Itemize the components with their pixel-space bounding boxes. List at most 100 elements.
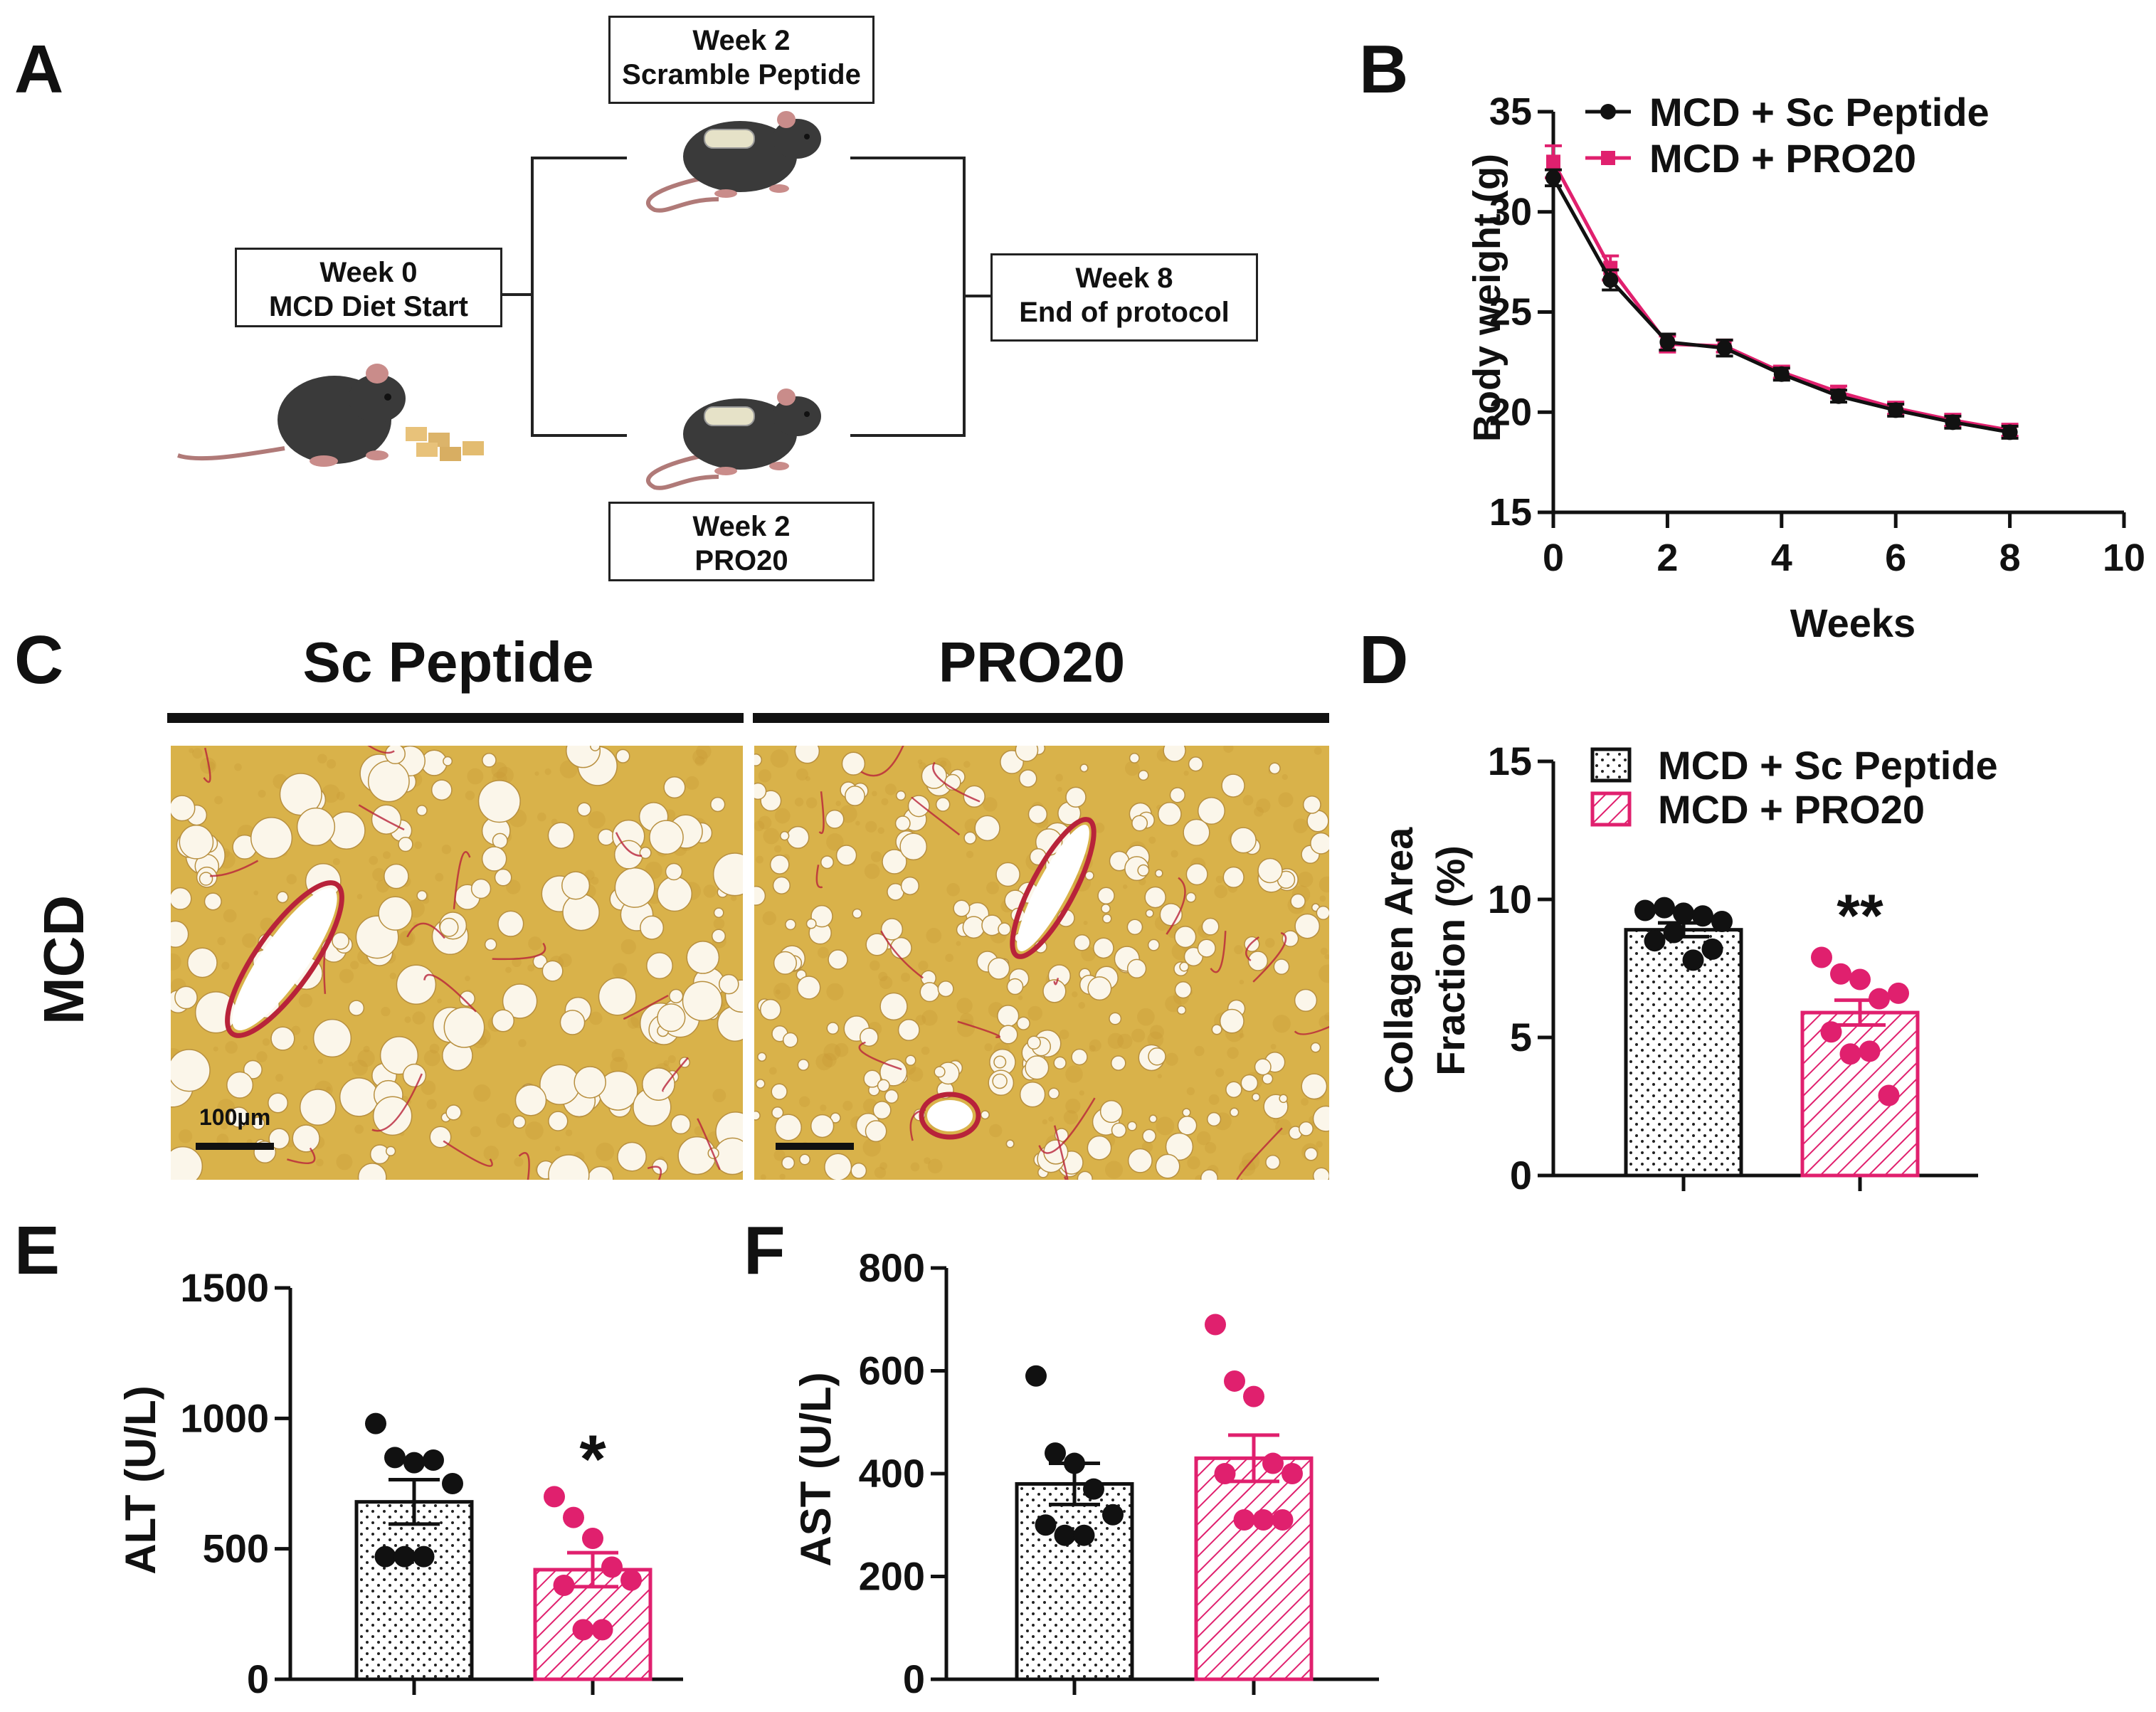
lipid-droplet xyxy=(826,1022,840,1035)
tissue-texture xyxy=(326,1087,331,1092)
lipid-droplet xyxy=(613,840,644,870)
lipid-droplet xyxy=(312,1018,352,1058)
tissue-texture xyxy=(685,776,699,791)
tissue-texture xyxy=(663,1060,670,1067)
tissue-texture xyxy=(1079,1090,1084,1096)
y-tick-label: 5 xyxy=(1510,1015,1532,1060)
lipid-droplet xyxy=(398,836,413,852)
lipid-droplet xyxy=(754,782,767,800)
mouse-pro20-icon xyxy=(646,389,821,490)
tissue-texture xyxy=(884,783,897,796)
tissue-texture xyxy=(339,968,354,983)
lipid-droplet xyxy=(1126,919,1143,936)
data-point xyxy=(1673,902,1694,924)
tissue-texture xyxy=(917,759,923,764)
connector-right-top xyxy=(850,157,966,159)
tissue-texture xyxy=(805,797,818,808)
y-tick-label: 30 xyxy=(1489,191,1532,233)
lipid-droplet xyxy=(251,1116,265,1130)
data-point xyxy=(1045,1442,1066,1464)
lipid-droplet xyxy=(1053,1056,1067,1070)
lipid-droplet xyxy=(879,992,908,1021)
tissue-texture xyxy=(1137,1008,1155,1026)
tissue-texture xyxy=(317,754,327,764)
tissue-texture xyxy=(217,936,226,946)
panel-label-b: B xyxy=(1359,31,1409,107)
tissue-texture xyxy=(1319,964,1329,983)
lipid-droplet xyxy=(884,1089,899,1104)
lipid-droplet xyxy=(646,952,673,980)
tissue-texture xyxy=(877,827,884,834)
tissue-texture xyxy=(1215,875,1224,884)
tissue-texture xyxy=(1272,1015,1291,1033)
tissue-texture xyxy=(1223,746,1234,753)
data-point xyxy=(1073,1524,1095,1546)
tissue-texture xyxy=(216,1134,229,1146)
lipid-droplet xyxy=(378,896,413,931)
lipid-droplet xyxy=(877,1079,890,1092)
tissue-texture xyxy=(496,1113,511,1128)
lipid-droplet xyxy=(713,907,724,919)
tissue-texture xyxy=(1264,938,1275,948)
tissue-texture xyxy=(773,983,791,1000)
scale-bar-right xyxy=(776,1143,854,1150)
lipid-droplet xyxy=(430,779,453,801)
lipid-droplet xyxy=(228,1106,250,1128)
data-point xyxy=(1811,946,1832,968)
tissue-texture xyxy=(291,1025,301,1035)
lipid-droplet xyxy=(443,756,453,766)
data-point xyxy=(374,1545,396,1568)
lipid-droplet xyxy=(668,988,684,1004)
lipid-droplet xyxy=(1087,1135,1112,1161)
collagen-fiber xyxy=(697,1118,721,1171)
tissue-texture xyxy=(298,993,313,1008)
scale-bar-left xyxy=(196,1143,274,1150)
y-tick-label: 0 xyxy=(1510,1153,1532,1198)
tissue-texture xyxy=(178,1129,193,1143)
lipid-droplet xyxy=(794,746,820,764)
lipid-droplet xyxy=(712,852,743,897)
vessel-wall xyxy=(225,880,344,1038)
tissue-texture xyxy=(762,911,777,926)
lipid-droplet xyxy=(1006,978,1024,995)
tissue-texture xyxy=(525,1121,544,1140)
tissue-texture xyxy=(956,998,973,1014)
data-point xyxy=(1272,1509,1294,1531)
tissue-texture xyxy=(881,798,889,805)
lipid-droplet xyxy=(1265,1154,1281,1171)
legend-label: MCD + PRO20 xyxy=(1658,787,1925,832)
week0-line1: Week 0 xyxy=(319,257,418,288)
data-point xyxy=(620,1569,642,1591)
tissue-texture xyxy=(220,1122,228,1130)
tissue-texture xyxy=(1316,1141,1323,1148)
lipid-droplet xyxy=(962,916,985,939)
panel-label-c: C xyxy=(14,622,64,698)
data-point xyxy=(1945,413,1960,428)
lipid-droplet xyxy=(1185,892,1197,903)
lipid-droplet xyxy=(1301,1073,1328,1100)
lipid-droplet xyxy=(998,1025,1018,1045)
lipid-droplet xyxy=(1240,1074,1259,1092)
tissue-texture xyxy=(862,1138,881,1157)
lipid-droplet xyxy=(663,776,686,799)
tissue-texture xyxy=(1208,1094,1220,1105)
tissue-texture xyxy=(383,851,391,860)
tissue-texture xyxy=(1105,1161,1124,1179)
tissue-texture xyxy=(534,771,539,776)
tissue-texture xyxy=(989,1124,1003,1138)
lipid-droplet xyxy=(1304,1147,1319,1161)
lipid-droplet xyxy=(357,1163,387,1180)
tissue-texture xyxy=(924,1157,931,1164)
lipid-droplet xyxy=(1093,937,1114,959)
lipid-droplet xyxy=(1016,1016,1030,1030)
data-point xyxy=(1660,337,1675,352)
collagen-fiber xyxy=(210,860,259,877)
lipid-droplet xyxy=(863,1069,882,1088)
lipid-droplet xyxy=(1269,762,1281,775)
tissue-texture xyxy=(1282,773,1288,781)
bar xyxy=(1015,1481,1134,1681)
connector-right-bottom xyxy=(850,434,966,437)
lipid-droplet xyxy=(1188,756,1204,772)
data-point xyxy=(1602,272,1619,288)
tissue-texture xyxy=(1270,1044,1277,1050)
